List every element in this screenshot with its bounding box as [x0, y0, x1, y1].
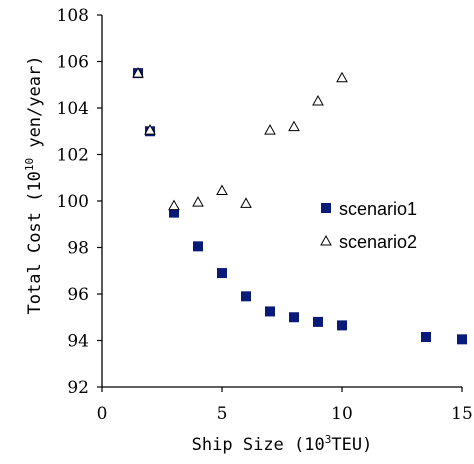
- y-tick-label: 104: [57, 99, 89, 119]
- x-axis-ticks: 0 5 10 15: [97, 387, 473, 424]
- series-scenario2: [132, 67, 348, 211]
- scenario2-point: [240, 197, 252, 208]
- data-marks: [132, 67, 467, 345]
- legend-label-scenario2: scenario2: [339, 232, 417, 252]
- scenario2-point: [168, 199, 180, 211]
- scenario2-point: [144, 124, 156, 135]
- scenario1-point: [289, 312, 299, 323]
- scenario2-point: [312, 94, 324, 106]
- scenario2-point: [288, 120, 300, 132]
- x-tick-label: 15: [451, 404, 473, 424]
- y-tick-label: 96: [67, 285, 89, 305]
- scenario1-point: [265, 306, 275, 317]
- scenario2-point: [132, 67, 144, 78]
- scenario2-point: [336, 71, 348, 83]
- scenario1-point: [313, 316, 323, 327]
- scenario1-point: [241, 291, 251, 302]
- y-axis-label: Total Cost (1010 yen/year): [23, 56, 45, 315]
- scenario1-point: [193, 241, 203, 252]
- y-tick-label: 92: [67, 378, 89, 398]
- scenario1-point: [421, 332, 431, 343]
- y-tick-label: 102: [57, 146, 89, 166]
- legend-marker-scenario2: [320, 234, 332, 246]
- legend: scenario1 scenario2: [320, 199, 417, 252]
- y-tick-label: 106: [57, 53, 89, 73]
- y-tick-label: 98: [67, 239, 89, 259]
- scenario2-point: [216, 184, 228, 196]
- x-tick-label: 10: [331, 404, 353, 424]
- x-axis-label: Ship Size (103TEU): [192, 433, 373, 455]
- scenario2-point: [192, 196, 204, 207]
- scenario1-point: [169, 207, 179, 218]
- scenario1-point: [217, 268, 227, 279]
- y-tick-label: 100: [57, 192, 89, 212]
- y-tick-label: 94: [67, 332, 89, 352]
- y-axis-ticks: 92 94 96 98 100 102 104 106 108: [57, 6, 102, 398]
- legend-label-scenario1: scenario1: [339, 199, 417, 219]
- x-tick-label: 0: [97, 404, 108, 424]
- scenario1-point: [457, 334, 467, 345]
- scenario2-point: [264, 124, 276, 135]
- x-tick-label: 5: [217, 404, 228, 424]
- legend-marker-scenario1: [321, 203, 331, 213]
- scenario1-point: [337, 320, 347, 331]
- y-tick-label: 108: [57, 6, 89, 26]
